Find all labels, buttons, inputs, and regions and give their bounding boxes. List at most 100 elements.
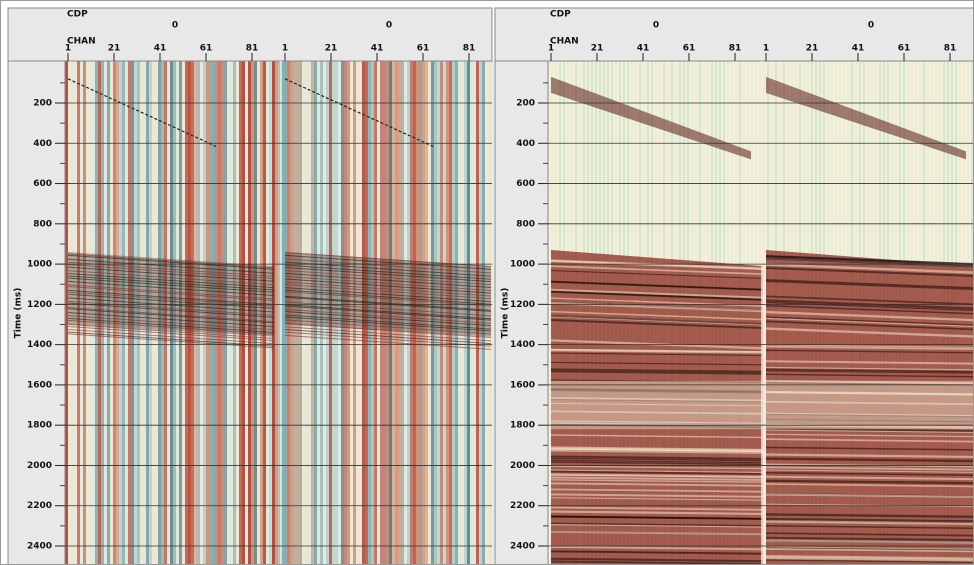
reflector-line: [284, 322, 492, 339]
trace-stripe: [362, 61, 365, 565]
trace-stripe: [65, 61, 68, 565]
event-line: [765, 475, 974, 481]
reflector-line: [284, 275, 492, 292]
trace-stripe: [395, 61, 398, 565]
reflector-line: [67, 277, 275, 293]
reflector-line: [67, 300, 275, 316]
trace-stripe: [200, 61, 203, 565]
time-axis-label: Time (ms): [14, 288, 24, 339]
reflector-line: [284, 326, 492, 342]
event-line: [550, 524, 764, 528]
trace-stripe: [287, 61, 290, 565]
trace-stripe: [95, 61, 98, 565]
event-line: [765, 254, 974, 266]
reflector-line: [67, 315, 275, 331]
trace-stripe: [491, 61, 494, 565]
panel: CDP CHAN 0 0 1 21 41 61 81 1 21 41 61 81 200 400 600 800 1…: [7, 7, 494, 565]
event-line: [765, 279, 974, 291]
header-bg: [7, 7, 493, 62]
cdp-label: CDP: [550, 10, 571, 20]
event-line: [765, 368, 974, 373]
event-line: [765, 559, 974, 563]
event-line: [550, 290, 764, 301]
event-line: [550, 388, 764, 394]
event-line: [765, 317, 974, 328]
event-line: [550, 545, 764, 551]
time-axis-label: Time (ms): [501, 288, 511, 339]
trace-stripe: [437, 61, 440, 565]
reflector-line: [284, 254, 492, 270]
event-line: [550, 269, 764, 280]
event-line: [550, 379, 764, 383]
trace-stripe: [473, 61, 476, 565]
trace-stripe: [119, 61, 122, 565]
trace-stripe: [353, 61, 356, 565]
trace-stripe: [161, 61, 164, 565]
reflector-line: [284, 314, 492, 330]
reflector-line: [284, 329, 492, 345]
reflector-line: [284, 270, 492, 286]
event-line: [765, 438, 974, 443]
time-tick-label: 1800: [27, 421, 52, 431]
time-tick-label: 600: [33, 179, 52, 189]
time-tick-label: 200: [33, 99, 52, 109]
trace-stripe: [104, 61, 107, 565]
reflector-line: [67, 311, 275, 328]
channel-tick-label: 21: [108, 44, 121, 54]
trace-stripe: [272, 61, 275, 565]
event-line: [550, 465, 764, 470]
time-tick-label: 1000: [510, 260, 535, 270]
event-line: [765, 391, 974, 396]
event-line: [765, 539, 974, 544]
cdp-label: CDP: [67, 10, 88, 20]
time-tick-label: 400: [516, 139, 535, 149]
event-line: [765, 525, 974, 529]
reflector-line: [284, 319, 492, 335]
event-line: [765, 345, 974, 350]
axis-bg: [494, 60, 549, 565]
trace-stripe: [428, 61, 431, 565]
event-line: [765, 546, 974, 551]
event-line: [765, 360, 974, 365]
trace-stripe: [260, 61, 263, 565]
trace-stripe: [365, 61, 368, 565]
reflector-line: [67, 302, 275, 318]
event-line: [550, 368, 764, 373]
event-line: [550, 557, 764, 563]
trace-stripe: [431, 61, 434, 565]
cdp-value: 0: [868, 21, 874, 31]
event-line: [765, 349, 974, 354]
event-line: [550, 470, 764, 475]
trace-stripe: [479, 61, 482, 565]
reflector-line: [284, 258, 492, 274]
time-tick-label: 400: [33, 139, 52, 149]
trace-stripe: [371, 61, 374, 565]
event-line: [550, 515, 764, 520]
event-line: [550, 265, 764, 276]
time-tick-label: 2000: [27, 461, 52, 471]
reflector-line: [67, 280, 275, 296]
time-tick-label: 1000: [27, 260, 52, 270]
event-line: [765, 295, 974, 306]
event-line: [765, 366, 974, 371]
reflector-line: [284, 283, 492, 300]
trace-stripe: [425, 61, 428, 565]
trace-stripe: [110, 61, 113, 565]
event-line: [765, 457, 974, 463]
lower-section: [551, 249, 763, 565]
reflector-line: [284, 295, 492, 311]
event-line: [765, 554, 974, 560]
event-line: [550, 530, 764, 536]
trace-stripe: [470, 61, 473, 565]
event-line: [765, 370, 974, 374]
channel-tick-label: 81: [729, 44, 742, 54]
cdp-value: 0: [653, 21, 659, 31]
event-line: [550, 348, 764, 353]
time-tick-label: 800: [516, 219, 535, 229]
event-line: [765, 320, 974, 331]
event-line: [550, 410, 764, 415]
trace-stripe: [263, 61, 266, 565]
trace-stripe: [347, 61, 350, 565]
trace-stripe: [323, 61, 326, 565]
